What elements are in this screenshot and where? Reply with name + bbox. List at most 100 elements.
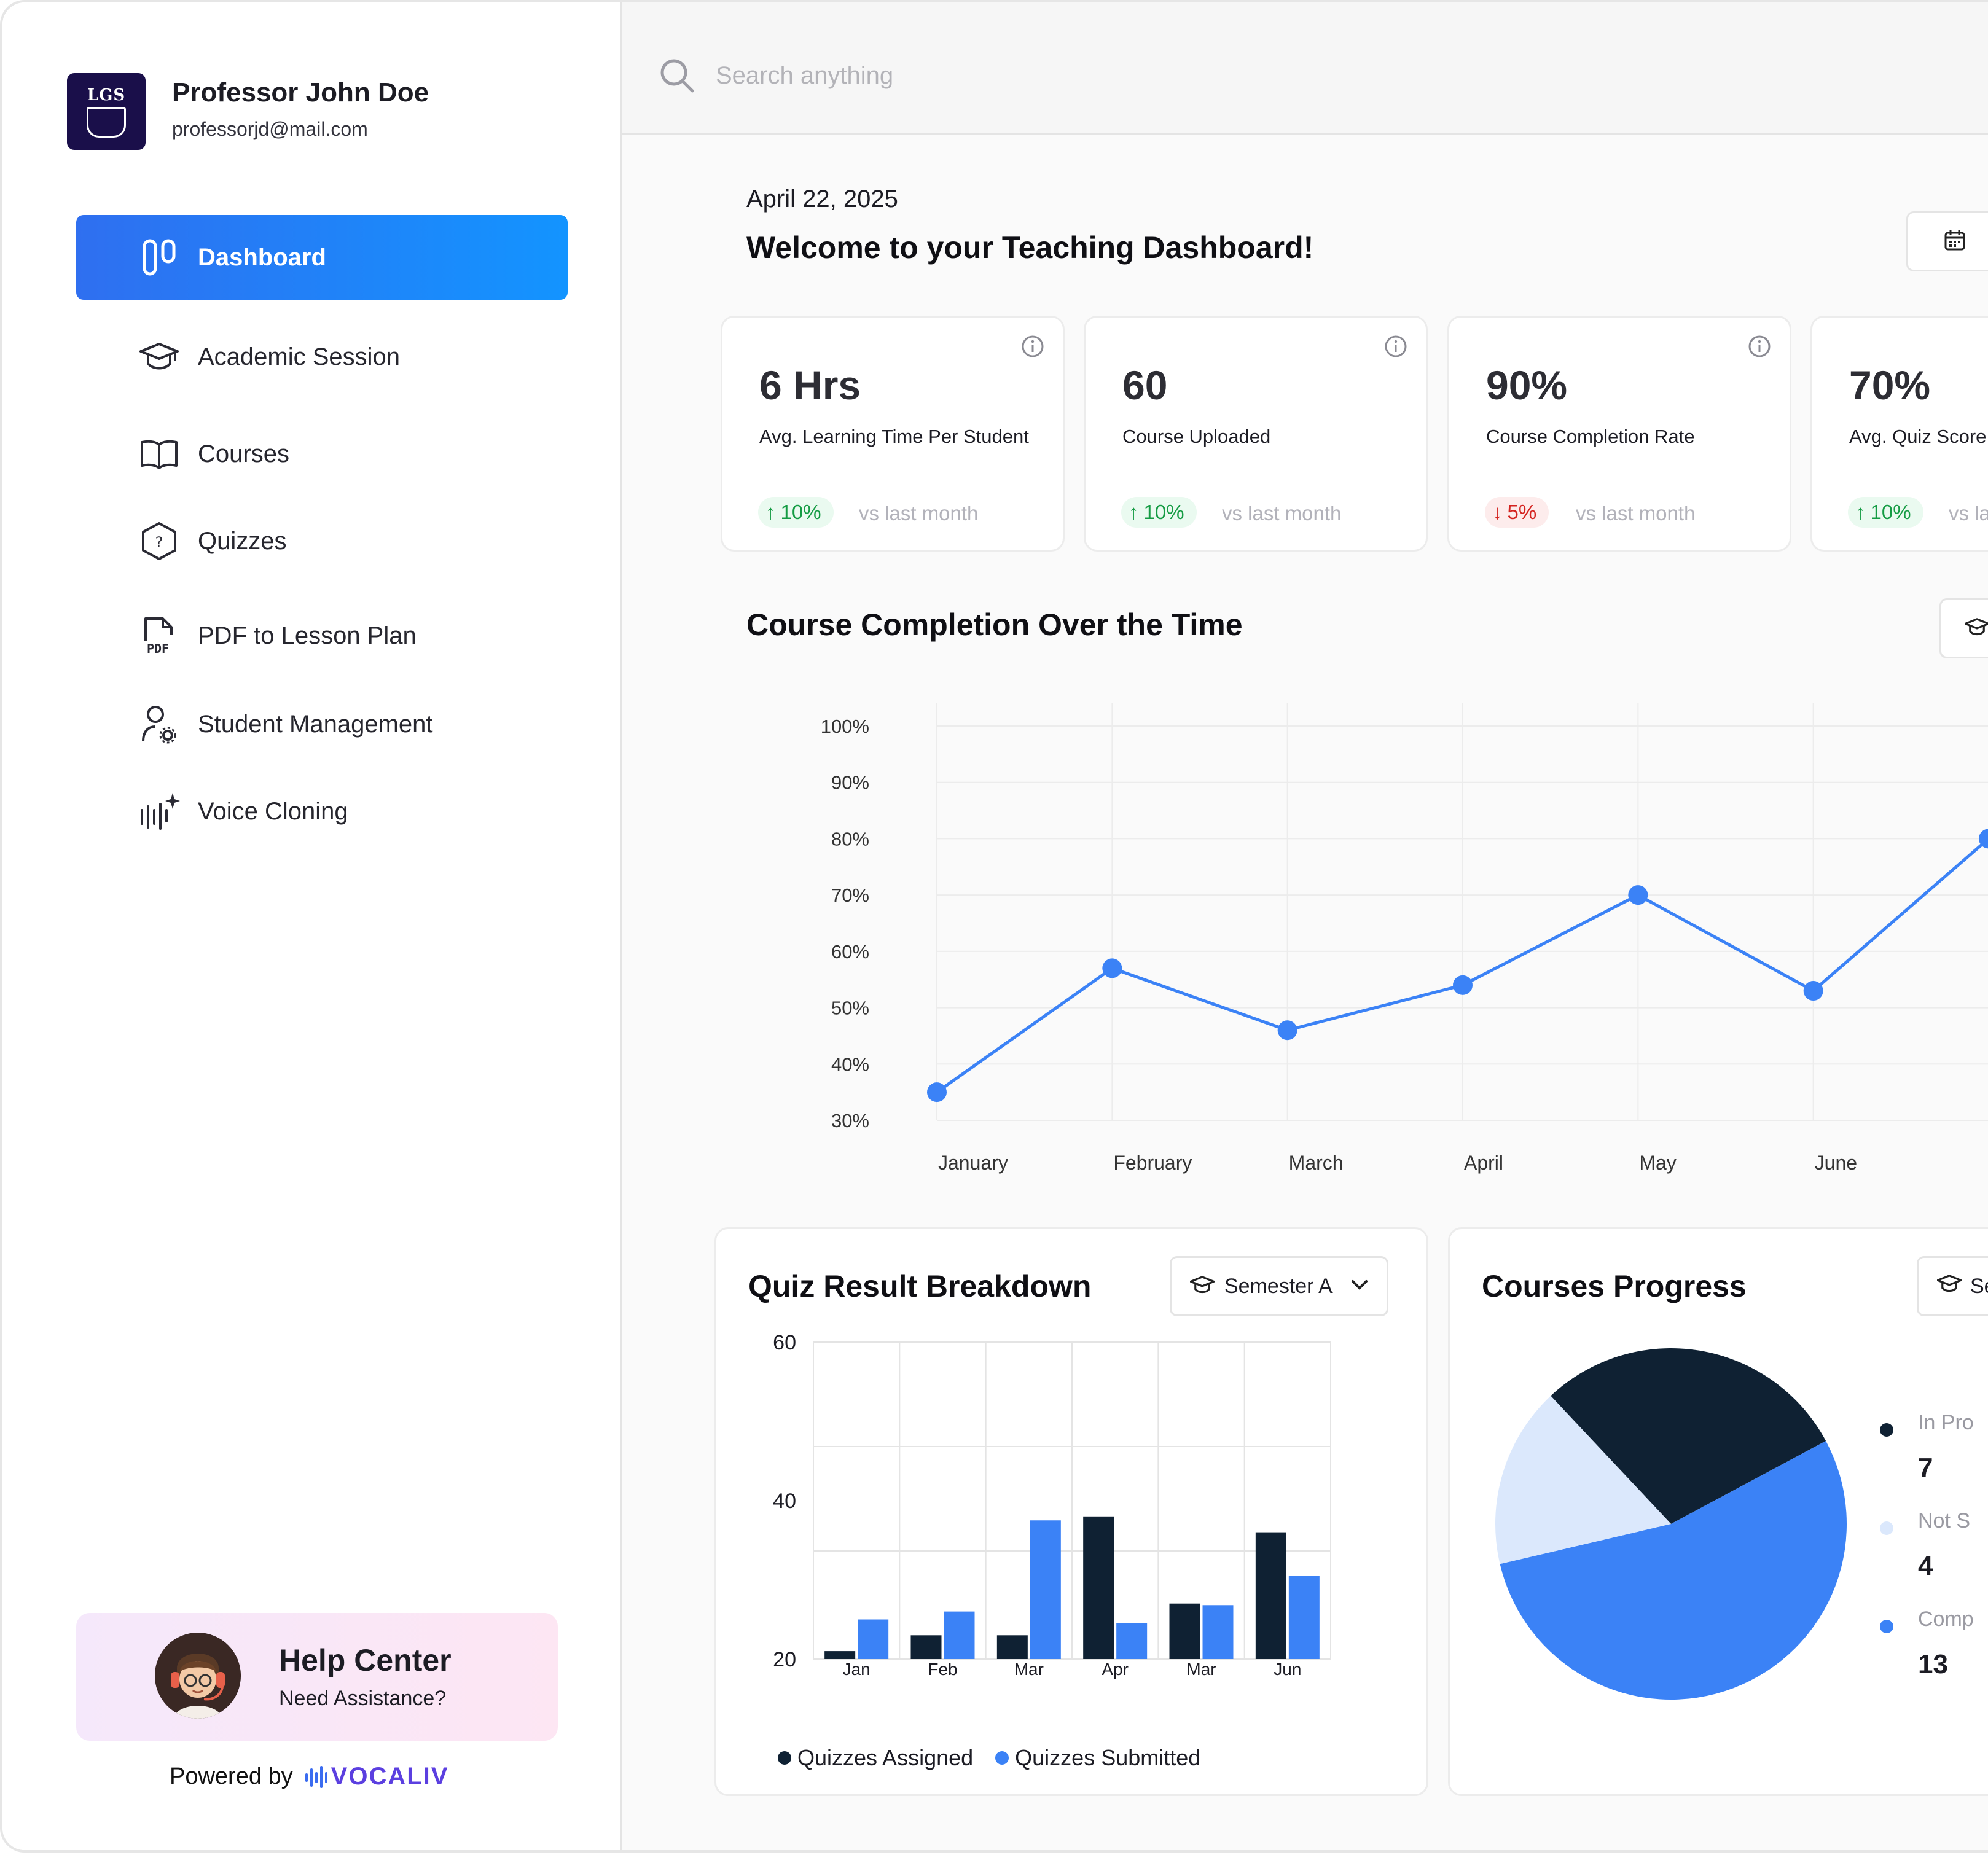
courses-filter-select[interactable]: Se [1917,1256,1988,1316]
pie-chart [1495,1348,1847,1700]
info-icon[interactable] [1021,335,1044,358]
line-chart-filter-button[interactable] [1939,598,1988,658]
bar-submitted [1030,1520,1061,1659]
sidebar-item-courses[interactable]: Courses [76,412,568,496]
sidebar-item-pdf-to-lesson-plan[interactable]: PDF PDF to Lesson Plan [76,593,568,678]
stat-value: 60 [1122,362,1168,408]
sidebar-item-voice-cloning[interactable]: Voice Cloning [76,769,568,854]
legend-value: 4 [1918,1551,1933,1581]
stat-change: 10% [1143,501,1184,523]
arrow-down-icon: ↓ [1492,501,1503,523]
info-icon[interactable] [1748,335,1771,358]
semester-select[interactable]: Semester A [1170,1256,1388,1316]
logo-text: LGS [87,85,126,104]
sidebar-item-label: PDF to Lesson Plan [198,622,417,649]
stat-change: 10% [1870,501,1911,523]
svg-text:?: ? [155,534,163,551]
bar-assigned [910,1635,942,1659]
bar-assigned [1255,1532,1286,1659]
profile-name: Professor John Doe [172,77,429,107]
stat-value: 6 Hrs [759,362,861,408]
graduation-cap-icon [1936,1274,1962,1299]
bar-chart-title: Quiz Result Breakdown [748,1269,1092,1303]
vocaliv-brand: VOCALIV [331,1763,449,1790]
calendar-icon [1944,229,1966,254]
powered-by: Powered by VOCALIV [170,1763,448,1791]
pie-slice-not-started [1495,1396,1671,1564]
graduation-cap-icon [1189,1275,1215,1298]
sidebar-item-label: Student Management [198,710,433,738]
student-gear-icon [138,703,181,746]
search-input[interactable] [714,61,1208,90]
bar-submitted [944,1611,975,1659]
legend-dot [1880,1423,1893,1437]
semester-select-value: Semester A [1224,1274,1333,1298]
stat-change-badge: ↑ 10% [758,497,834,528]
x-tick-label: March [1289,1152,1344,1174]
date-picker-button[interactable] [1906,211,1988,271]
stat-compare: vs last month [859,502,979,525]
data-point [1803,981,1823,1001]
arrow-up-icon: ↑ [765,501,776,523]
data-point [1628,885,1648,905]
stat-label: Avg. Quiz Score [1849,426,1987,447]
stat-change-badge: ↑ 10% [1121,497,1197,528]
sidebar: LGS Professor John Doe professorjd@mail.… [2,2,622,1850]
data-point [1102,958,1122,978]
legend-dot [1880,1521,1893,1535]
page-title: Welcome to your Teaching Dashboard! [746,230,1314,265]
x-tick-label: Mar [1186,1660,1216,1679]
data-point [927,1082,947,1103]
current-date: April 22, 2025 [746,186,898,213]
sidebar-item-label: Academic Session [198,343,401,370]
sidebar-item-student-management[interactable]: Student Management [76,682,568,767]
quiz-result-card: Quiz Result Breakdown Semester A 20 40 60 J… [714,1227,1428,1796]
help-center-subtitle: Need Assistance? [279,1687,447,1710]
voice-wave-icon [138,790,181,833]
legend-dot-submitted [995,1751,1009,1765]
stat-card-completion-rate: 90% Course Completion Rate ↓ 5% vs last m… [1447,316,1791,552]
sidebar-item-label: Courses [198,440,289,467]
pie-slice-completed [1500,1440,1847,1700]
sidebar-item-label: Voice Cloning [198,797,348,825]
profile-email: professorjd@mail.com [172,118,368,140]
y-tick-label: 60% [831,941,869,963]
arrow-up-icon: ↑ [1855,501,1866,523]
stat-compare: vs last month [1222,502,1342,525]
school-logo: LGS [67,73,146,150]
x-tick-label: June [1815,1152,1857,1174]
vocaliv-logo: VOCALIV [304,1763,449,1791]
y-tick-label: 40% [831,1053,869,1075]
sidebar-item-quizzes[interactable]: ? Quizzes [76,499,568,584]
y-tick-label: 70% [831,885,869,906]
pie-chart-title: Courses Progress [1482,1269,1747,1303]
legend-value: 13 [1918,1649,1948,1679]
stat-change-badge: ↑ 10% [1848,497,1923,528]
sidebar-item-dashboard[interactable]: Dashboard [76,215,568,300]
courses-progress-card: Courses Progress Se In Pro 7 Not S 4 Com [1448,1227,1988,1796]
sidebar-item-label: Dashboard [198,243,326,271]
search-icon[interactable] [659,58,695,93]
y-tick-label: 50% [831,998,869,1019]
y-tick-label: 90% [831,772,869,794]
quiz-icon: ? [138,520,181,563]
info-icon[interactable] [1384,335,1407,358]
y-tick-label: 20 [773,1648,796,1671]
legend-label: Not S [1918,1509,1971,1533]
bar-submitted [858,1619,889,1659]
stat-change: 10% [780,501,821,523]
bar-submitted [1288,1576,1320,1659]
legend-value: 7 [1918,1453,1933,1483]
sidebar-item-academic-session[interactable]: Academic Session [76,314,568,399]
graduation-cap-icon [1964,617,1988,640]
x-tick-label: Mar [1014,1660,1044,1679]
pie-slice-in-progress [1551,1348,1826,1524]
logo-shield-icon [87,106,126,138]
stat-card-learning-time: 6 Hrs Avg. Learning Time Per Student ↑ 10… [721,316,1065,552]
y-tick-label: 60 [773,1331,796,1354]
y-tick-label: 100% [821,716,869,737]
help-center-card[interactable]: Help Center Need Assistance? [76,1613,558,1741]
bar-assigned [996,1635,1028,1659]
book-icon [138,432,181,475]
